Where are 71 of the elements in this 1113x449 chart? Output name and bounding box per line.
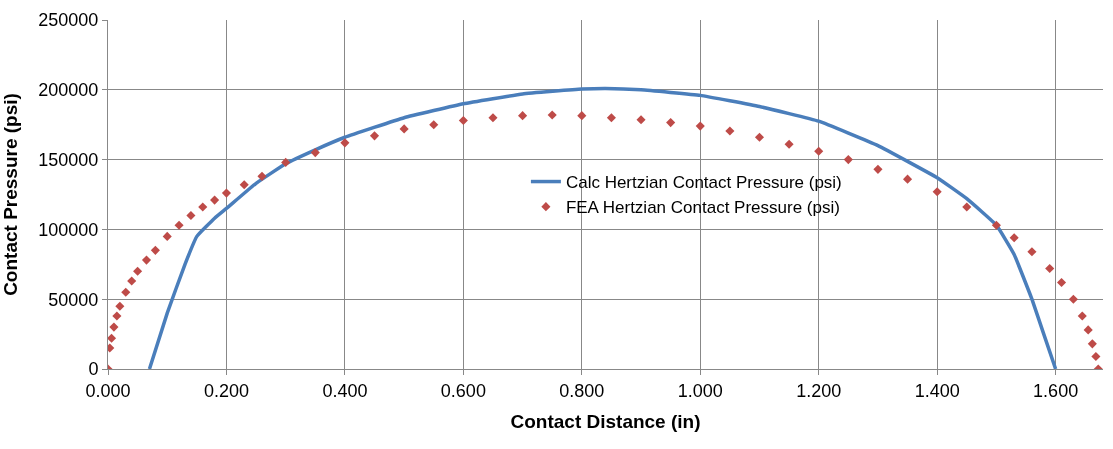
point bbox=[121, 287, 131, 297]
point bbox=[281, 157, 291, 167]
point bbox=[210, 195, 220, 205]
point bbox=[1009, 233, 1019, 243]
y-tick-label: 150000 bbox=[38, 149, 99, 170]
point bbox=[150, 245, 160, 255]
legend-label: FEA Hertzian Contact Pressure (psi) bbox=[565, 198, 840, 218]
point bbox=[221, 188, 231, 198]
point bbox=[873, 164, 883, 174]
point bbox=[133, 266, 143, 276]
x-tick-label: 0.600 bbox=[440, 380, 486, 401]
point bbox=[127, 276, 137, 286]
x-tick-label: 1.000 bbox=[677, 380, 723, 401]
x-tick-label: 0.200 bbox=[203, 380, 249, 401]
point bbox=[784, 139, 794, 149]
point bbox=[239, 180, 249, 190]
point bbox=[1083, 325, 1093, 335]
point bbox=[115, 301, 125, 311]
point bbox=[606, 113, 616, 123]
x-tick-label: 1.200 bbox=[796, 380, 842, 401]
point bbox=[1045, 263, 1055, 274]
point bbox=[112, 311, 122, 321]
point bbox=[547, 110, 557, 120]
point bbox=[429, 120, 439, 130]
point bbox=[108, 333, 117, 343]
x-tick-label: 1.600 bbox=[1033, 380, 1079, 401]
point bbox=[198, 202, 208, 212]
point bbox=[186, 210, 196, 220]
legend-label: Calc Hertzian Contact Pressure (psi) bbox=[565, 173, 842, 193]
line-series bbox=[147, 86, 1058, 369]
x-tick-label: 1.400 bbox=[914, 380, 960, 401]
y-tick-label: 0 bbox=[88, 359, 99, 380]
y-tick-label: 250000 bbox=[38, 10, 99, 31]
point bbox=[1056, 277, 1067, 287]
point bbox=[141, 255, 152, 265]
point bbox=[488, 113, 498, 123]
point bbox=[109, 322, 119, 332]
y-tick-label: 200000 bbox=[38, 80, 99, 101]
x-tick-label: 0.800 bbox=[559, 380, 605, 401]
y-tick-label: 100000 bbox=[38, 219, 99, 240]
point bbox=[636, 115, 646, 125]
point bbox=[458, 115, 468, 126]
point bbox=[174, 220, 184, 230]
point bbox=[666, 118, 676, 128]
point bbox=[162, 231, 172, 241]
point bbox=[695, 121, 705, 131]
point bbox=[991, 220, 1001, 230]
point bbox=[962, 202, 972, 212]
point bbox=[754, 132, 765, 142]
x-tick-label: 0.400 bbox=[322, 380, 368, 401]
point bbox=[1077, 311, 1087, 321]
point bbox=[1087, 339, 1097, 349]
point bbox=[257, 171, 267, 181]
point bbox=[1027, 247, 1037, 257]
point bbox=[725, 126, 735, 136]
point bbox=[577, 111, 587, 121]
point bbox=[369, 131, 380, 141]
point bbox=[399, 124, 409, 134]
point bbox=[310, 148, 320, 158]
point bbox=[932, 187, 942, 197]
point bbox=[1091, 351, 1101, 361]
y-tick-label: 50000 bbox=[48, 289, 99, 310]
point bbox=[903, 174, 913, 184]
x-tick-label: 0.000 bbox=[85, 380, 131, 401]
point bbox=[1068, 294, 1078, 304]
x-axis-title: Contact Distance (in) bbox=[510, 411, 701, 433]
point bbox=[843, 155, 853, 165]
y-axis-title: Contact Pressure (psi) bbox=[0, 93, 22, 296]
point bbox=[814, 146, 824, 156]
point bbox=[518, 111, 528, 121]
point bbox=[340, 138, 350, 148]
